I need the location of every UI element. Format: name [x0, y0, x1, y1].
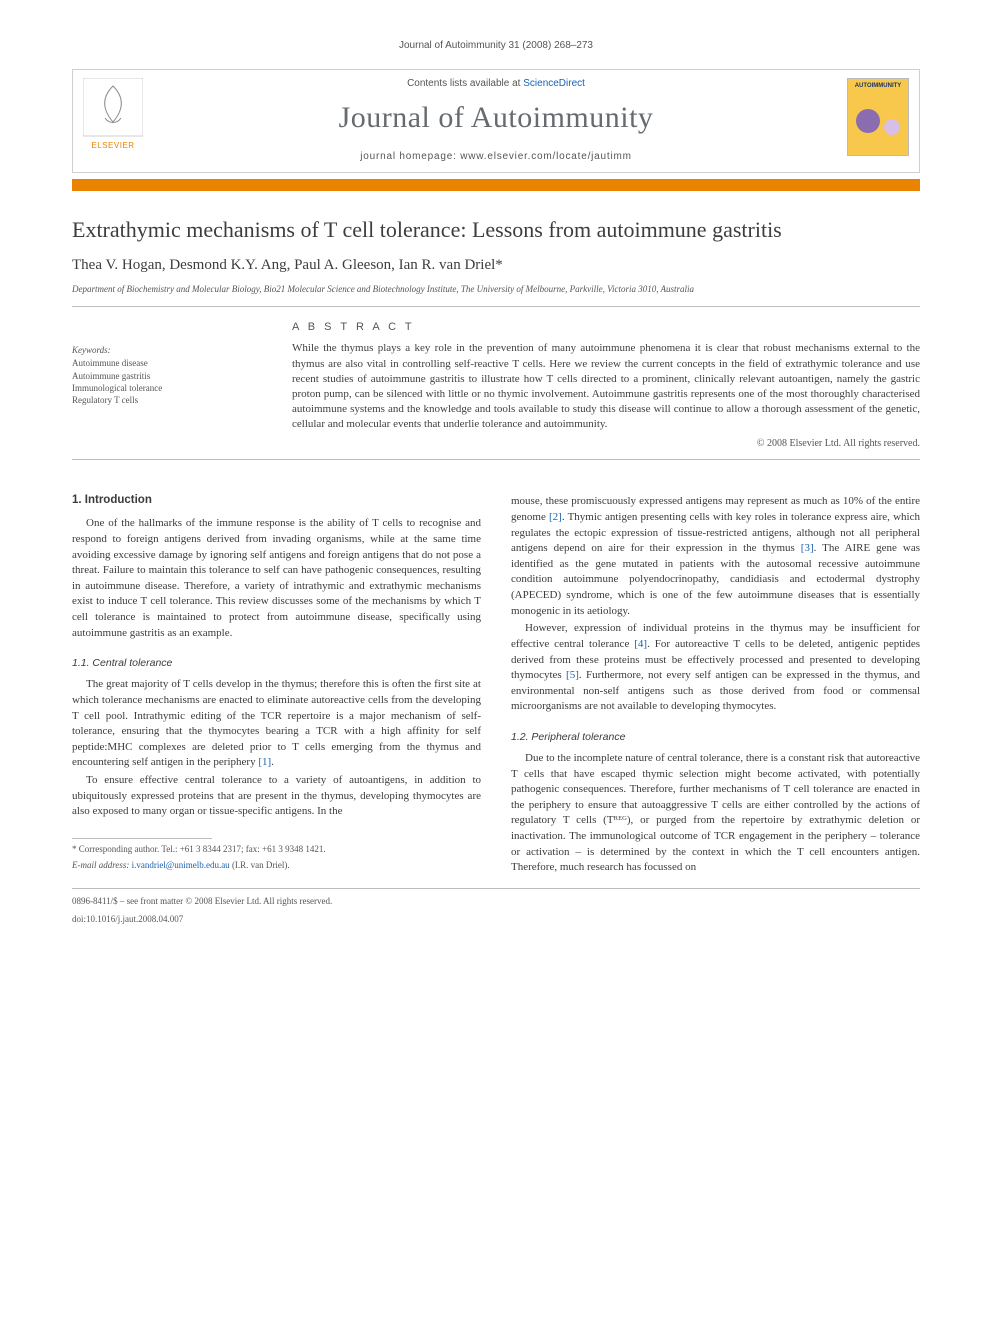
- section-heading: 1. Introduction: [72, 494, 481, 506]
- citation-link[interactable]: [4]: [634, 638, 647, 650]
- sciencedirect-link[interactable]: ScienceDirect: [523, 78, 585, 89]
- paragraph: One of the hallmarks of the immune respo…: [72, 516, 481, 641]
- front-matter-line: 0896-8411/$ – see front matter © 2008 El…: [72, 895, 920, 907]
- paragraph: mouse, these promiscuously expressed ant…: [511, 494, 920, 619]
- keyword: Autoimmune gastritis: [72, 370, 264, 382]
- contents-available-line: Contents lists available at ScienceDirec…: [73, 70, 919, 95]
- keyword: Autoimmune disease: [72, 357, 264, 369]
- body-columns: 1. Introduction One of the hallmarks of …: [72, 494, 920, 877]
- citation-link[interactable]: [3]: [801, 542, 814, 554]
- email-link[interactable]: i.vandriel@unimelb.edu.au: [132, 860, 230, 870]
- affiliation: Department of Biochemistry and Molecular…: [72, 284, 920, 294]
- cover-label: AUTOIMMUNITY: [855, 83, 902, 89]
- paragraph: The great majority of T cells develop in…: [72, 677, 481, 771]
- masthead: ELSEVIER AUTOIMMUNITY Contents lists ava…: [72, 69, 920, 173]
- corresp-separator: [72, 838, 212, 839]
- article-title: Extrathymic mechanisms of T cell toleran…: [72, 217, 920, 243]
- doi-line: doi:10.1016/j.jaut.2008.04.007: [72, 913, 920, 925]
- abstract-text: While the thymus plays a key role in the…: [292, 341, 920, 432]
- bottom-rule: [72, 888, 920, 889]
- abstract-heading: A B S T R A C T: [292, 321, 920, 333]
- subsection-heading: 1.2. Peripheral tolerance: [511, 731, 920, 743]
- citation-link[interactable]: [2]: [549, 511, 562, 523]
- abstract-row: Keywords: Autoimmune disease Autoimmune …: [72, 307, 920, 459]
- journal-homepage-url[interactable]: www.elsevier.com/locate/jautimm: [460, 151, 632, 162]
- paragraph: To ensure effective central tolerance to…: [72, 773, 481, 820]
- rule-below-abstract: [72, 459, 920, 460]
- citation-link[interactable]: [1]: [258, 756, 271, 768]
- masthead-orange-bar: [72, 179, 920, 191]
- journal-homepage-line: journal homepage: www.elsevier.com/locat…: [73, 145, 919, 172]
- abstract-copyright: © 2008 Elsevier Ltd. All rights reserved…: [292, 438, 920, 449]
- keyword: Regulatory T cells: [72, 394, 264, 406]
- corresponding-email-line: E-mail address: i.vandriel@unimelb.edu.a…: [72, 859, 481, 871]
- left-column: 1. Introduction One of the hallmarks of …: [72, 494, 481, 877]
- journal-name: Journal of Autoimmunity: [73, 101, 919, 135]
- authors: Thea V. Hogan, Desmond K.Y. Ang, Paul A.…: [72, 257, 920, 274]
- running-head: Journal of Autoimmunity 31 (2008) 268–27…: [72, 40, 920, 51]
- keywords-block: Keywords: Autoimmune disease Autoimmune …: [72, 321, 264, 449]
- keyword: Immunological tolerance: [72, 382, 264, 394]
- subsection-heading: 1.1. Central tolerance: [72, 657, 481, 669]
- corresponding-author: * Corresponding author. Tel.: +61 3 8344…: [72, 843, 481, 855]
- right-column: mouse, these promiscuously expressed ant…: [511, 494, 920, 877]
- keywords-heading: Keywords:: [72, 345, 264, 355]
- citation-link[interactable]: [5]: [566, 669, 579, 681]
- paragraph: However, expression of individual protei…: [511, 621, 920, 715]
- paragraph: Due to the incomplete nature of central …: [511, 751, 920, 876]
